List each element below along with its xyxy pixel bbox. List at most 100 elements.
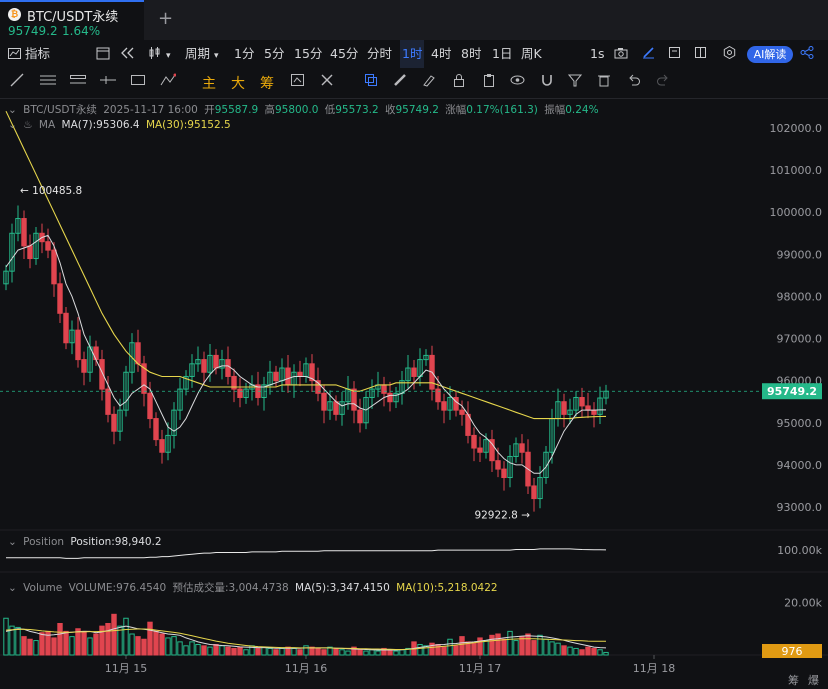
interval-1w[interactable]: 周K [521,46,542,61]
ohlc-change: 0.17%(161.3) [466,104,538,116]
volume-bar [387,649,393,656]
sync-icon[interactable] [290,73,305,91]
volume-bar [207,646,213,656]
candle-body [3,270,9,285]
horizontal-ray-icon[interactable] [100,73,116,91]
undo-icon[interactable] [627,73,641,91]
rewind-icon[interactable] [121,40,135,68]
trend-line-icon[interactable] [10,73,24,91]
candle-body [81,359,87,373]
rectangle-icon[interactable] [130,73,146,91]
note-icon[interactable] [668,40,681,68]
candle-body [177,388,183,411]
low-marker: 92922.8 → [474,509,530,521]
volume-bar [429,642,435,656]
parallel-channel-icon[interactable] [70,73,86,91]
ohlc-symbol: BTC/USDT永续 [23,104,97,116]
candle-body [171,409,177,436]
settings-icon[interactable] [723,40,736,68]
collapse-icon[interactable]: ⌄ [8,536,17,548]
candle-body [111,413,117,432]
x-tick-label: 11月 18 [633,662,676,675]
volume-bar [537,634,543,656]
toolbar-divider [0,98,828,99]
interval-timeline[interactable]: 分时 [367,46,393,61]
ruler-icon[interactable] [393,73,407,91]
clipboard-icon[interactable] [482,73,496,91]
volume-ma10-line [5,628,606,650]
candle-body [33,232,39,260]
interval-15m[interactable]: 15分 [294,46,323,61]
candlestick-icon [149,47,160,59]
volume-axis-label: 20.00k [784,597,822,610]
y-tick-label: 98000.0 [777,290,823,303]
horizontal-lines-icon[interactable] [40,73,56,91]
ohlc-low: 95573.2 [335,104,379,116]
position-info: ⌄ Position Position:98,940.2 [8,536,165,548]
pen-icon[interactable] [642,40,655,68]
interval-5m[interactable]: 5分 [264,46,285,61]
volume-bar [183,645,189,656]
ai-analysis-button[interactable]: AI解读 [747,46,793,63]
volume-bar [231,647,237,656]
layout-icon[interactable] [694,40,707,68]
close-icon[interactable] [320,73,334,91]
lock-icon[interactable] [452,73,466,91]
redo-icon[interactable] [656,73,670,91]
candle-body [495,460,501,470]
candle-type-icon[interactable] [96,40,110,68]
tab-change: 1.64% [62,24,101,38]
interval-1m[interactable]: 1分 [234,46,255,61]
ohlc-change-label: 涨幅 [445,104,467,116]
period-dropdown[interactable]: 周期 ▾ [185,40,219,68]
period-label: 周期 [185,46,211,61]
volume-bar [351,646,357,656]
volume-bar [267,647,273,656]
volume-bar [291,647,297,656]
candle-body [447,397,453,411]
path-icon[interactable] [160,73,177,91]
interval-1d[interactable]: 1日 [492,46,513,61]
volume-bar [105,623,111,656]
trash-icon[interactable] [597,73,611,91]
tab-btc-usdt[interactable]: ₿ BTC/USDT永续 95749.2 1.64% [0,0,144,40]
volume-bar [597,649,603,656]
y-tick-label: 101000.0 [770,164,823,177]
interval-1s[interactable]: 1s [590,46,605,61]
volume-bar [27,638,33,656]
magnet-icon[interactable] [540,73,554,91]
volume-bar [9,625,15,656]
chart-style-dropdown[interactable]: ▾ [148,40,171,68]
candle-body [99,359,105,390]
candle-body [387,392,393,403]
volume-bar [255,647,261,656]
price-chart[interactable]: 93000.094000.095000.096000.097000.098000… [0,98,828,689]
position-label: Position [23,536,65,548]
bell-icon[interactable]: ♨ [23,119,33,131]
indicator-button[interactable]: 指标 [8,40,50,68]
candle-body [357,409,363,424]
camera-icon[interactable] [614,40,628,68]
interval-4h[interactable]: 4时 [431,46,452,61]
interval-1h[interactable]: 1时 [400,40,425,68]
share-icon[interactable] [800,40,814,68]
candle-body [165,434,171,453]
volume-bar [57,623,63,656]
interval-8h[interactable]: 8时 [461,46,482,61]
add-tab-icon[interactable]: + [158,8,174,29]
candle-body [147,392,153,420]
volume-bar [225,646,231,656]
ohlc-high: 95800.0 [274,104,319,116]
footer-liquidation-label: 爆 [808,673,819,687]
candle-body [9,232,15,272]
collapse-icon[interactable]: ⌄ [8,582,17,594]
copy-icon[interactable] [364,73,378,91]
main-chart-toggle[interactable]: 主 [202,76,216,92]
big-order-toggle[interactable]: 大 [231,76,245,92]
filter-icon[interactable] [567,73,583,91]
brush-icon[interactable] [422,73,436,91]
chevron-icon[interactable]: ⌄ [8,104,17,116]
eye-icon[interactable] [510,73,525,91]
interval-45m[interactable]: 45分 [330,46,359,61]
chip-toggle[interactable]: 筹 [260,76,274,92]
